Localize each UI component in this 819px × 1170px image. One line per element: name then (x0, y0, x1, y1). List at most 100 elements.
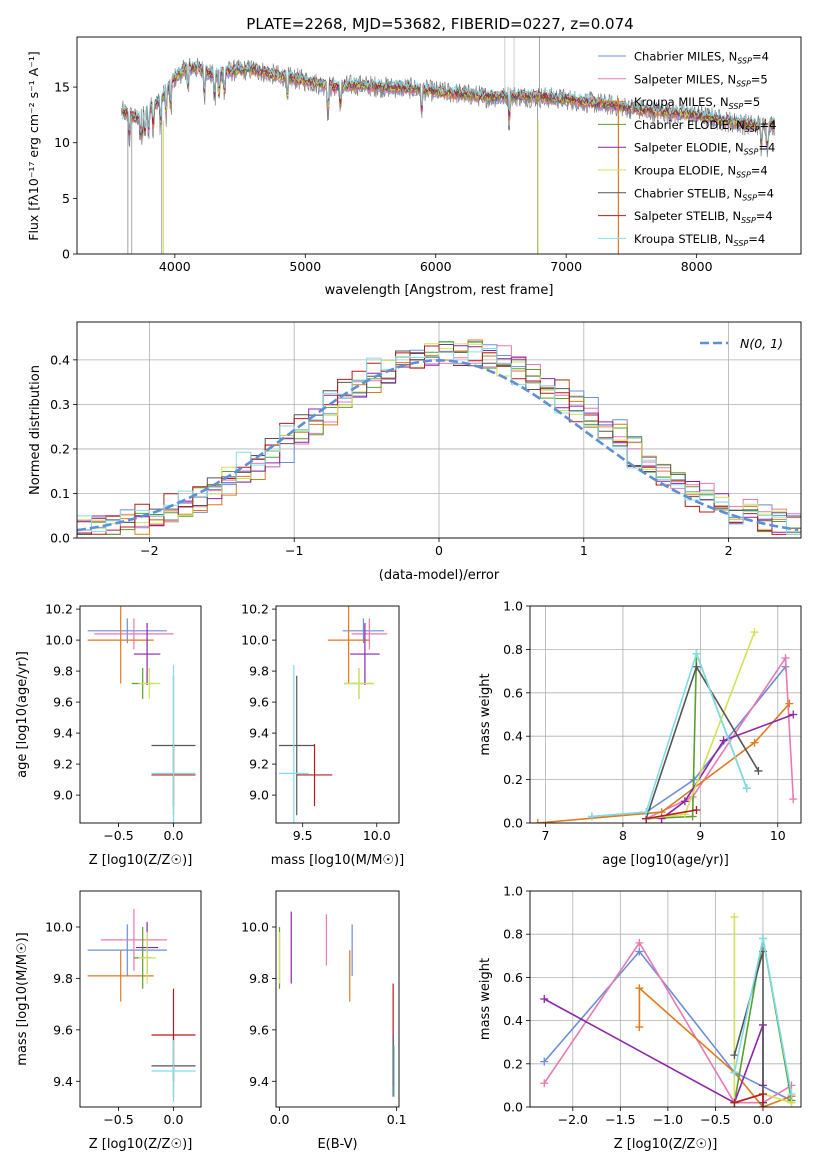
weight-marker-salpeter_stelib (758, 1103, 767, 1107)
x-tick-label: 9 (696, 828, 704, 843)
axes-frame (79, 890, 202, 1108)
x-tick-label: 0.0 (164, 1112, 184, 1127)
weight-marker-kroupa_stelib (787, 1090, 796, 1099)
x-axis-label: mass [log10(M/M☉)] (271, 853, 404, 868)
y-tick-label: 0.2 (50, 441, 70, 456)
weight-marker-salpeter_elodie (789, 710, 798, 719)
y-tick-label: 0.0 (503, 1100, 523, 1115)
y-tick-label: 0.4 (503, 1013, 523, 1028)
y-tick-label: 9.4 (249, 1074, 269, 1089)
x-tick-label: 0.1 (387, 1112, 407, 1127)
weight-marker-chabrier_elodie (688, 812, 697, 821)
legend-entry: Kroupa STELIB, NSSP=4 (634, 232, 765, 248)
x-tick-label: −2.0 (558, 1112, 588, 1127)
axes-frame (76, 321, 802, 539)
x-tick-label: −1.5 (605, 1112, 635, 1127)
plot-area (121, 37, 775, 254)
weight-marker-kroupa_miles (750, 738, 759, 747)
weight-marker-kroupa_miles (785, 699, 794, 708)
axes-mass-vs-Z: −0.5 0.0 9.4 9.6 9.8 10.0 Z [log10(Z/Z☉)] mass … (15, 890, 202, 1152)
y-tick-label: 9.8 (249, 664, 269, 679)
plot-area (533, 628, 798, 823)
y-tick-label: 9.0 (249, 788, 269, 803)
weight-line-salpeter_stelib (734, 1092, 764, 1107)
y-tick-label: 0.8 (503, 642, 523, 657)
x-axis-label: Z [log10(Z/Z☉)] (89, 1137, 193, 1152)
plot-area (540, 912, 796, 1107)
y-tick-label: 9.8 (53, 971, 73, 986)
axes-mass-vs-EBV: 0.0 0.1 9.4 9.6 9.8 10.0 E(B-V) (241, 890, 407, 1152)
weight-line-salpeter_miles (645, 655, 795, 820)
y-tick-label: 5 (62, 191, 70, 206)
x-tick-label: 0 (435, 543, 443, 558)
legend-entry: Salpeter MILES, NSSP=5 (634, 72, 768, 88)
x-tick-label: −2 (140, 543, 158, 558)
y-axis-label: Normed distribution (28, 365, 43, 495)
y-axis-label: Flux [fλ10⁻¹⁷ erg cm⁻² s⁻¹ A⁻¹] (26, 51, 41, 240)
y-tick-label: 10.0 (45, 920, 73, 935)
weight-marker-kroupa_stelib (730, 1068, 739, 1077)
y-tick-label: 10.0 (241, 920, 269, 935)
y-tick-label: 10.0 (45, 633, 73, 648)
x-tick-label: 10.0 (363, 828, 391, 843)
legend-entry: Salpeter ELODIE, NSSP=4 (634, 141, 775, 157)
y-axis-label: mass weight (478, 958, 493, 1040)
weight-marker-kroupa_miles (635, 984, 644, 993)
weight-line-kroupa_miles (537, 703, 790, 823)
y-tick-label: 9.4 (53, 1074, 73, 1089)
figure-title: PLATE=2268, MJD=53682, FIBERID=0227, z=0… (246, 15, 633, 33)
x-tick-label: 9.5 (293, 828, 313, 843)
weight-line-salpeter_stelib (645, 809, 697, 820)
x-tick-label: 7000 (550, 259, 582, 274)
weight-marker-chabrier_miles (540, 1057, 549, 1066)
weight-marker-salpeter_elodie (540, 995, 549, 1003)
y-tick-label: 0.3 (50, 397, 70, 412)
y-tick-label: 9.0 (53, 788, 73, 803)
x-axis-label: wavelength [Angstrom, rest frame] (325, 283, 554, 298)
axes-spectrum: 4000 5000 6000 7000 8000 0 5 10 15 wavelength [An… (26, 36, 802, 298)
y-tick-label: 9.6 (53, 1022, 73, 1037)
legend-entry: Chabrier MILES, NSSP=4 (634, 50, 769, 66)
weight-marker-kroupa_stelib (587, 812, 596, 821)
axes-mass-weight-vs-age: 7 8 9 10 0.0 0.2 0.4 0.6 0.8 1.0 age [log10(age/yr… (478, 599, 802, 868)
y-axis-label: age [log10(age/yr)] (15, 651, 30, 778)
weight-marker-chabrier_stelib (692, 662, 701, 671)
weight-marker-kroupa_miles (635, 1023, 644, 1032)
plot-area (77, 339, 801, 535)
x-tick-label: 4000 (159, 259, 191, 274)
plot-area (87, 606, 196, 823)
x-tick-label: 2 (725, 543, 733, 558)
y-tick-label: 9.6 (249, 695, 269, 710)
y-tick-label: 1.0 (503, 599, 523, 614)
legend-entry: Chabrier ELODIE, NSSP=4 (634, 118, 776, 134)
x-tick-label: 8 (619, 828, 627, 843)
x-tick-label: 6000 (420, 259, 452, 274)
y-tick-label: 9.2 (249, 757, 269, 772)
x-tick-label: −0.5 (103, 828, 133, 843)
y-tick-label: 0.4 (503, 729, 523, 744)
x-tick-label: 0.0 (164, 828, 184, 843)
y-tick-label: 0.8 (503, 927, 523, 942)
y-tick-label: 10.2 (241, 602, 269, 617)
weight-line-salpeter_elodie (543, 998, 764, 1104)
x-tick-label: 7 (542, 828, 550, 843)
y-tick-label: 9.8 (249, 971, 269, 986)
x-axis-label: (data-model)/error (379, 568, 500, 583)
x-tick-label: 0.0 (270, 1112, 290, 1127)
weight-marker-salpeter_elodie (719, 736, 728, 745)
legend-entry: Salpeter STELIB, NSSP=4 (634, 209, 773, 225)
weight-marker-kroupa_stelib (758, 934, 767, 943)
y-tick-label: 10 (54, 135, 70, 150)
axes-frame (529, 890, 802, 1108)
axes-frame (275, 890, 400, 1108)
weight-marker-salpeter_miles (781, 654, 790, 663)
y-axis-label: mass [log10(M/M☉)] (15, 932, 30, 1065)
y-tick-label: 0.6 (503, 685, 523, 700)
axes-age-vs-Z: −0.5 0.0 9.0 9.2 9.4 9.6 9.8 10.0 10.2 Z [log10(Z… (15, 602, 202, 868)
plot-area (278, 606, 388, 823)
y-tick-label: 0.2 (503, 772, 523, 787)
x-tick-label: −0.5 (103, 1112, 133, 1127)
axes-frame (76, 36, 802, 255)
weight-marker-chabrier_stelib (754, 766, 763, 775)
